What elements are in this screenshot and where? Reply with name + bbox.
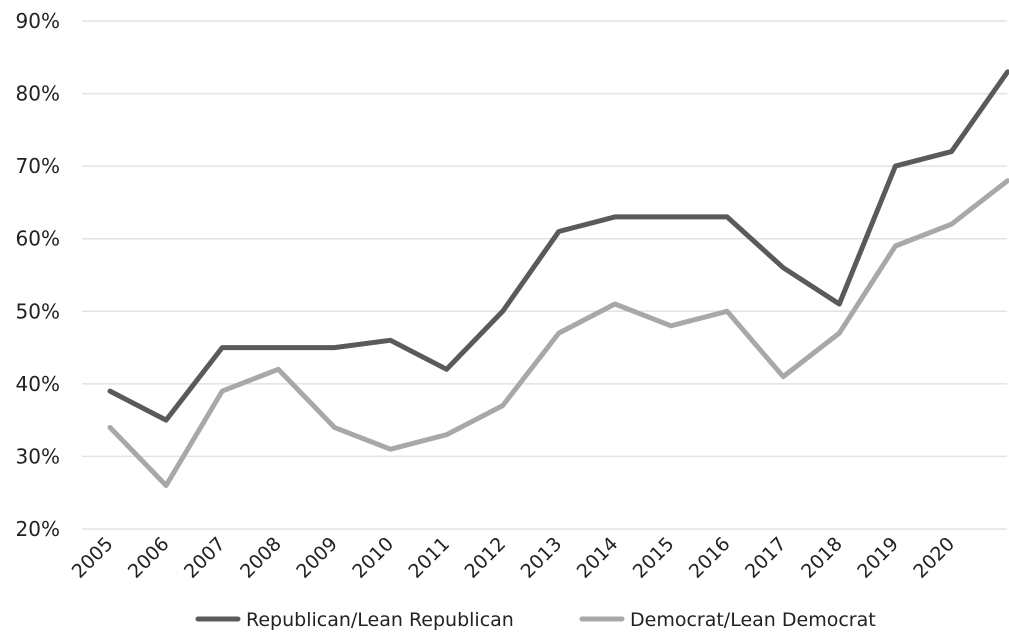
y-tick-label: 90% [16, 9, 60, 33]
x-tick-label: 2013 [517, 533, 567, 583]
legend-item-republican: Republican/Lean Republican [195, 609, 514, 631]
series-lines [107, 69, 1009, 488]
x-tick-label: 2011 [404, 533, 454, 583]
series-line-republican [107, 69, 1009, 423]
x-tick-label: 2019 [853, 533, 903, 583]
x-tick-label: 2020 [909, 533, 959, 583]
legend-item-democrat: Democrat/Lean Democrat [579, 609, 876, 631]
x-tick-label: 2008 [236, 533, 286, 583]
x-tick-label: 2012 [460, 533, 510, 583]
series-line-democrat [107, 178, 1009, 488]
x-tick-label: 2018 [797, 533, 847, 583]
gridlines [82, 20, 1007, 530]
legend-label-democrat: Democrat/Lean Democrat [630, 609, 876, 631]
y-tick-label: 70% [16, 154, 60, 178]
x-tick-label: 2009 [292, 533, 342, 583]
y-axis-tick-labels: 20% 30% 40% 50% 60% 70% 80% 90% [16, 9, 60, 541]
x-tick-label: 2014 [573, 533, 623, 583]
y-tick-label: 40% [16, 372, 60, 396]
x-tick-label: 2010 [348, 533, 398, 583]
x-tick-label: 2016 [685, 533, 735, 583]
y-tick-label: 30% [16, 444, 60, 468]
x-tick-label: 2007 [180, 533, 230, 583]
legend-label-republican: Republican/Lean Republican [246, 609, 514, 631]
legend: Republican/Lean Republican Democrat/Lean… [195, 609, 876, 631]
x-tick-label: 2006 [124, 533, 174, 583]
y-tick-label: 20% [16, 517, 60, 541]
y-tick-label: 80% [16, 82, 60, 106]
x-axis-tick-labels: 2005 2006 2007 2008 2009 2010 2011 2012 2013 2014… [68, 533, 959, 583]
y-tick-label: 50% [16, 299, 60, 323]
x-tick-label: 2017 [741, 533, 791, 583]
x-tick-label: 2005 [68, 533, 118, 583]
y-tick-label: 60% [16, 227, 60, 251]
x-tick-label: 2015 [629, 533, 679, 583]
